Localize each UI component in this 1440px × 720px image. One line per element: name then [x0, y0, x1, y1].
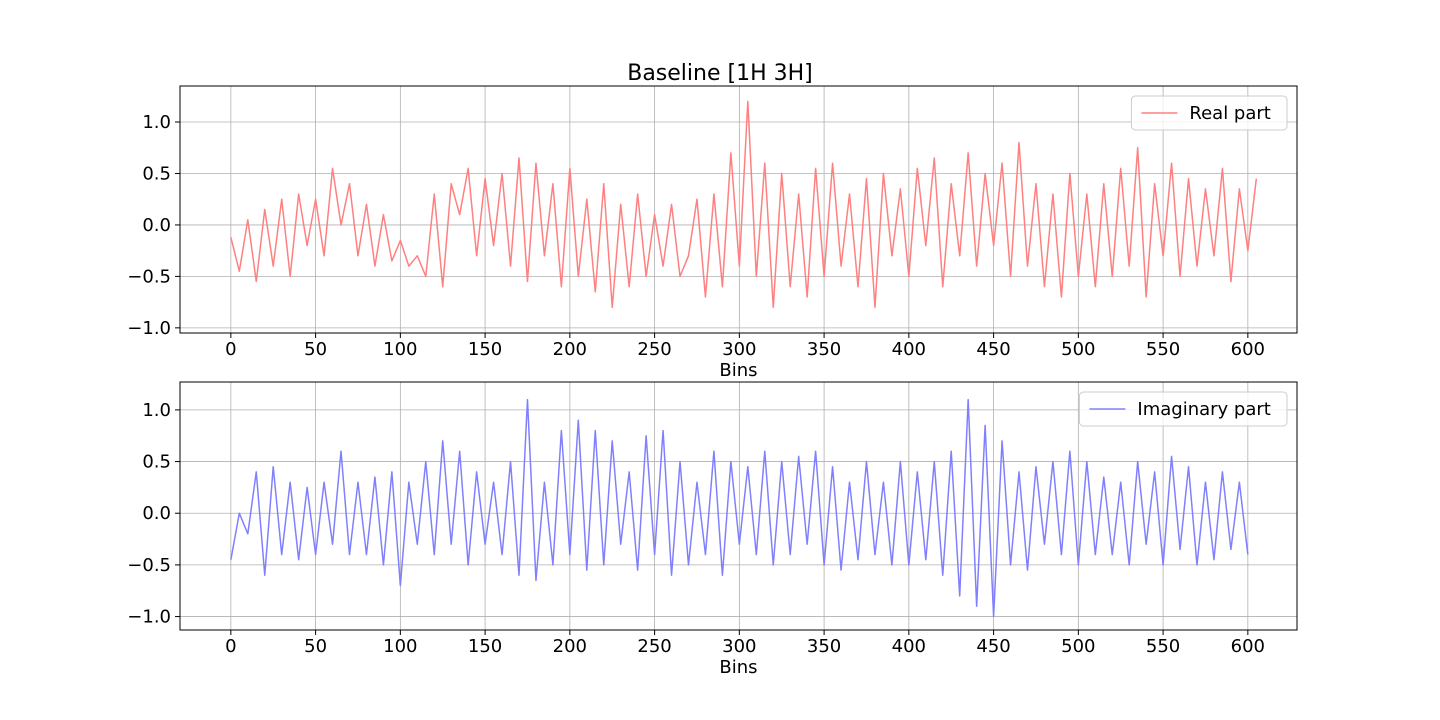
y-tick-label: 0.5: [142, 163, 171, 184]
x-ticks: 0 50 100 150 200 250 300 350 400 450 500 550 600: [225, 333, 1265, 360]
plot-frame: [179, 85, 1298, 334]
y-tick-label: −1.0: [127, 318, 171, 339]
legend: Real part: [1130, 95, 1288, 131]
series-line-imaginary-part: [230, 398, 1249, 618]
x-tick-label: 200: [553, 636, 587, 657]
x-tick-label: 400: [892, 636, 926, 657]
x-tick-label: 150: [468, 636, 502, 657]
chart-title: Baseline [1H 3H]: [627, 61, 813, 86]
gridlines: [180, 382, 1297, 630]
y-tick-label: −1.0: [127, 607, 171, 628]
series-line-real-part: [230, 100, 1258, 309]
y-ticks: −1.0 −0.5 0.0 0.5 1.0: [127, 112, 180, 339]
x-tick-label: 500: [1061, 636, 1095, 657]
x-tick-label: 450: [976, 339, 1010, 360]
y-tick-label: 0.5: [142, 452, 171, 473]
y-tick-label: 0.0: [142, 215, 171, 236]
x-tick-label: 250: [637, 339, 671, 360]
x-tick-label: 600: [1231, 636, 1265, 657]
x-tick-label: 250: [637, 636, 671, 657]
legend-box: [1078, 391, 1288, 427]
x-ticks: 0 50 100 150 200 250 300 350 400 450 500 550 600: [225, 630, 1265, 657]
x-tick-label: 450: [976, 636, 1010, 657]
y-tick-label: 1.0: [142, 400, 171, 421]
x-tick-label: 50: [304, 636, 327, 657]
series-lines: [230, 100, 1258, 309]
x-tick-label: 100: [383, 636, 417, 657]
gridlines: [180, 86, 1297, 333]
legend: Imaginary part: [1078, 391, 1288, 427]
x-tick-label: 350: [807, 339, 841, 360]
x-tick-label: 150: [468, 339, 502, 360]
x-tick-label: 0: [225, 339, 236, 360]
subplot-real-part: 0 50 100 150 200 250 300 350 400 450 500 550 600 −1.…: [127, 85, 1298, 381]
y-tick-label: −0.5: [127, 555, 171, 576]
x-axis-label: Bins: [719, 657, 757, 678]
x-tick-label: 100: [383, 339, 417, 360]
x-tick-label: 300: [722, 339, 756, 360]
x-tick-label: 400: [892, 339, 926, 360]
y-tick-label: 1.0: [142, 112, 171, 133]
x-axis-label: Bins: [719, 360, 757, 381]
legend-box: [1130, 95, 1288, 131]
x-tick-label: 550: [1146, 636, 1180, 657]
series-lines: [230, 398, 1249, 618]
y-ticks: −1.0 −0.5 0.0 0.5 1.0: [127, 400, 180, 628]
legend-label: Imaginary part: [1137, 399, 1270, 420]
legend-label: Real part: [1189, 103, 1270, 124]
x-tick-label: 350: [807, 636, 841, 657]
y-tick-label: 0.0: [142, 503, 171, 524]
x-tick-label: 0: [225, 636, 236, 657]
x-tick-label: 300: [722, 636, 756, 657]
x-tick-label: 200: [553, 339, 587, 360]
plot-frame: [179, 381, 1298, 631]
subplot-imaginary-part: 0 50 100 150 200 250 300 350 400 450 500 550 600 −1.…: [127, 381, 1298, 678]
x-tick-label: 550: [1146, 339, 1180, 360]
x-tick-label: 50: [304, 339, 327, 360]
x-tick-label: 500: [1061, 339, 1095, 360]
x-tick-label: 600: [1231, 339, 1265, 360]
y-tick-label: −0.5: [127, 266, 171, 287]
